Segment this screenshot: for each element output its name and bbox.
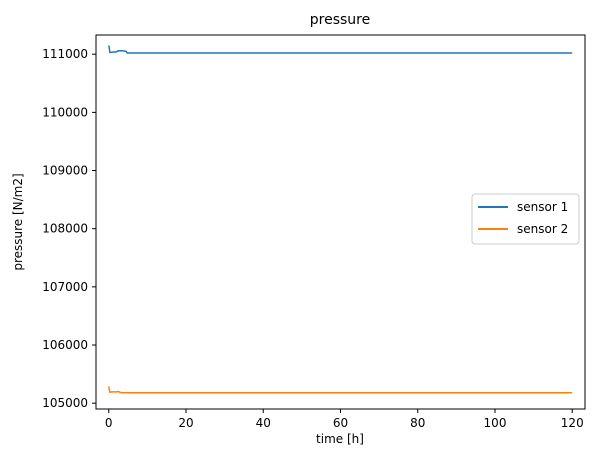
legend-label-sensor-1: sensor 1 [517,200,568,214]
series-layer [108,45,573,394]
y-tick-label: 106000 [42,338,88,352]
y-axis-ticks: 105000 106000 107000 108000 109000 110000 1110… [42,47,96,410]
x-tick-label: 120 [561,416,584,430]
y-tick-label: 111000 [42,47,88,61]
x-tick-label: 60 [333,416,348,430]
y-tick-label: 107000 [42,280,88,294]
x-tick-label: 80 [410,416,425,430]
y-tick-label: 110000 [42,105,88,119]
x-tick-label: 40 [256,416,271,430]
y-axis-label: pressure [N/m2] [11,173,25,270]
legend: sensor 1 sensor 2 [471,193,580,245]
x-axis-label: time [h] [316,432,364,446]
series-line-sensor-2 [108,386,573,394]
legend-label-sensor-2: sensor 2 [517,222,568,236]
chart-title: pressure [310,12,370,28]
x-tick-label: 20 [178,416,193,430]
x-tick-label: 0 [105,416,113,430]
x-tick-label: 100 [484,416,507,430]
y-tick-label: 105000 [42,396,88,410]
y-tick-label: 109000 [42,164,88,178]
series-line-sensor-1 [108,45,573,54]
y-tick-label: 108000 [42,222,88,236]
x-axis-ticks: 0 20 40 60 80 100 120 [105,409,584,430]
